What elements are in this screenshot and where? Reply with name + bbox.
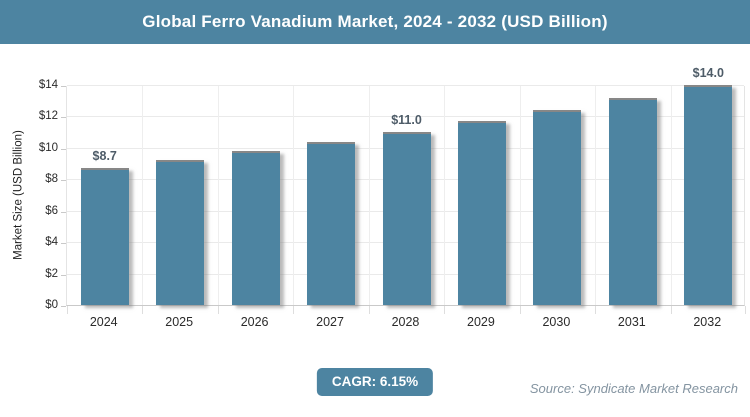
y-axis-tick: [61, 274, 66, 276]
y-tick-label: $8: [45, 173, 58, 186]
gridline-vertical: [217, 86, 219, 305]
y-axis-tick: [61, 148, 66, 150]
x-axis-tick: [745, 306, 746, 314]
bar-2032: [684, 85, 733, 305]
y-tick-label: $0: [45, 299, 58, 311]
y-axis-title: Market Size (USD Billion): [12, 130, 25, 260]
y-tick-label: $2: [45, 267, 58, 280]
gridline-vertical: [595, 86, 597, 305]
x-axis-label: 2026: [240, 315, 269, 329]
bar-value-label: $8.7: [92, 149, 117, 164]
gridline-vertical: [142, 86, 144, 305]
chart-title: Global Ferro Vanadium Market, 2024 - 203…: [142, 12, 608, 31]
cagr-badge: CAGR: 6.15%: [316, 368, 434, 396]
bar-2025: [156, 160, 205, 305]
gridline-vertical: [444, 86, 446, 305]
bar-2028: [382, 132, 431, 305]
x-axis-tick: [444, 306, 446, 314]
x-axis-tick: [67, 306, 68, 314]
x-axis-label: 2029: [467, 315, 495, 329]
plot-area: $8.7 $11.0 $14.0: [66, 66, 746, 314]
y-tick-label: $14: [38, 79, 58, 91]
x-axis-tick: [368, 306, 370, 314]
y-axis-tick: [61, 117, 66, 119]
x-axis-tick: [519, 306, 521, 314]
x-axis-label: 2025: [165, 315, 194, 329]
chart-title-bar: Global Ferro Vanadium Market, 2024 - 203…: [0, 0, 750, 44]
source-text: Source: Syndicate Market Research: [529, 381, 738, 396]
bar-2029: [457, 121, 506, 305]
bar-value-label: $14.0: [692, 66, 724, 80]
x-axis-label: 2031: [617, 315, 646, 329]
gridline-horizontal: [67, 116, 744, 118]
bar-2027: [307, 141, 356, 305]
gridline-horizontal: [67, 85, 744, 86]
bar-value-label: $11.0: [391, 113, 422, 128]
x-axis-tick: [670, 306, 672, 314]
bar-2030: [533, 110, 582, 305]
y-axis-tick: [61, 306, 66, 307]
bar-2026: [231, 151, 280, 305]
y-axis-tick: [61, 86, 66, 87]
y-tick-label: $12: [38, 110, 58, 123]
bar-2031: [608, 97, 657, 305]
x-axis-tick: [142, 306, 144, 314]
x-axis-label: 2032: [693, 315, 722, 329]
x-axis-label: 2024: [89, 315, 118, 329]
x-axis-tick: [595, 306, 597, 314]
gridline-vertical: [519, 86, 521, 305]
x-axis-label: 2028: [391, 315, 420, 329]
x-axis-tick: [293, 306, 295, 314]
y-tick-label: $6: [45, 204, 58, 217]
gridline-vertical: [368, 86, 370, 305]
y-axis-tick: [61, 243, 66, 245]
bar-2024: [80, 168, 129, 305]
x-axis-label: 2027: [316, 315, 344, 329]
x-axis-tick: [217, 306, 219, 314]
gridline-vertical: [293, 86, 295, 305]
gridline-vertical: [670, 86, 672, 305]
y-tick-label: $4: [45, 236, 58, 249]
y-axis-tick: [61, 180, 66, 182]
y-tick-label: $10: [38, 141, 58, 154]
y-axis-tick: [61, 211, 66, 213]
x-axis-label: 2030: [542, 315, 571, 329]
